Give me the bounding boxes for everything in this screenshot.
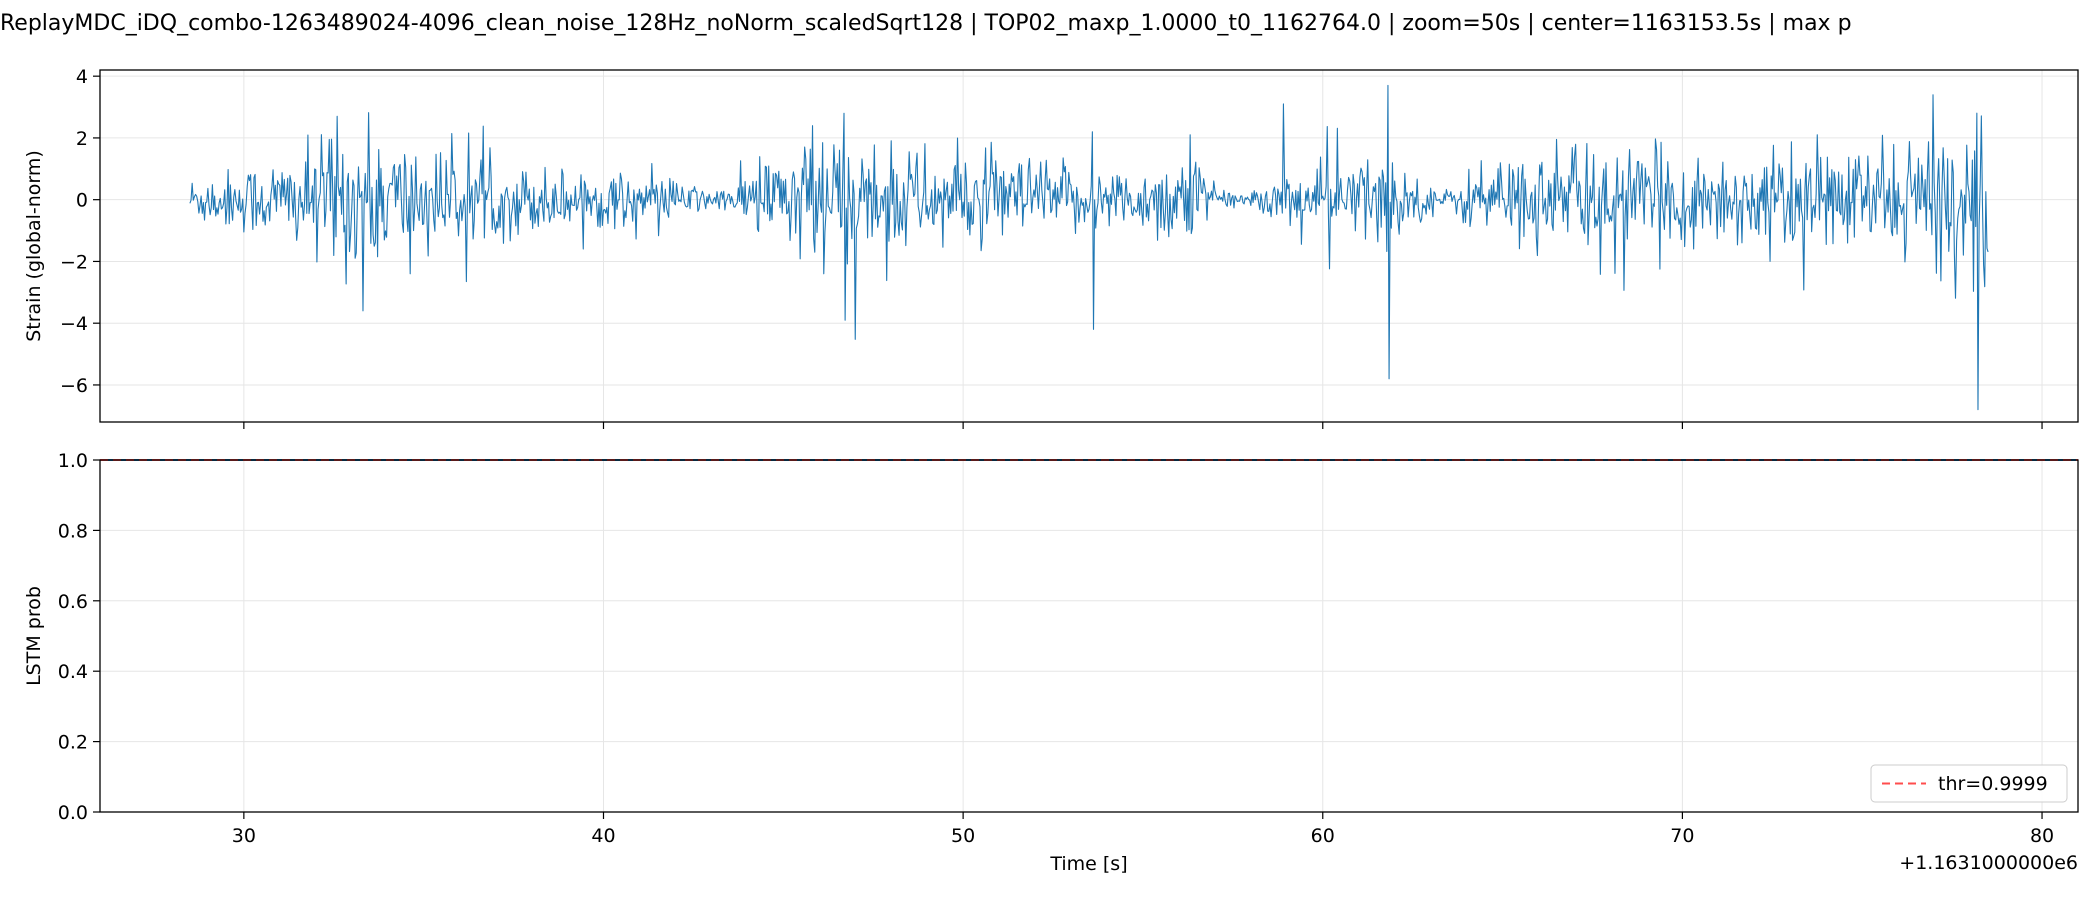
x-tick-label: 50: [951, 825, 975, 847]
strain-y-axis-label: Strain (global-norm): [23, 150, 45, 342]
probability-y-ticks: 0.0 0.2 0.4 0.6 0.8 1.0: [58, 450, 100, 824]
y-tick-label: 0.6: [58, 591, 88, 613]
y-tick-label: 1.0: [58, 450, 88, 472]
y-tick-label: 0.0: [58, 802, 88, 824]
y-tick-label: −4: [60, 313, 88, 335]
x-tick-label: 80: [2030, 825, 2054, 847]
probability-grid: [100, 459, 2078, 813]
strain-series: [189, 84, 1989, 411]
probability-y-axis-label: LSTM prob: [23, 586, 45, 686]
probability-axes-frame: [99, 459, 2079, 813]
probability-panel: 0.0 0.2 0.4 0.6 0.8 1.0 30 40 50 60 70 80 LSTM pro…: [23, 450, 2079, 875]
y-tick-label: 0: [76, 190, 88, 212]
x-tick-label: 30: [232, 825, 256, 847]
strain-grid: [100, 70, 2078, 422]
x-axis-offset-label: +1.1631000000e6: [1899, 852, 2078, 874]
figure-title: ReplayMDC_iDQ_combo-1263489024-4096_clea…: [0, 11, 1852, 36]
strain-axes-frame: [99, 69, 2079, 423]
legend: thr=0.9999: [1870, 764, 2068, 803]
probability-x-ticks: 30 40 50 60 70 80: [232, 812, 2054, 847]
y-tick-label: 0.2: [58, 732, 88, 754]
legend-frame: [1870, 764, 2068, 803]
strain-x-ticks: [243, 422, 2043, 429]
y-tick-label: 0.4: [58, 661, 88, 683]
x-tick-label: 60: [1311, 825, 1335, 847]
y-tick-label: −6: [60, 375, 88, 397]
y-tick-label: 4: [76, 66, 88, 88]
legend-threshold-label: thr=0.9999: [1938, 773, 2048, 795]
x-tick-label: 70: [1670, 825, 1694, 847]
strain-panel: −6 −4 −2 0 2 4 Strain (global-norm): [23, 66, 2079, 429]
strain-series-line: [189, 84, 1989, 411]
y-tick-label: −2: [60, 251, 88, 273]
x-axis-label: Time [s]: [1049, 853, 1127, 875]
y-tick-label: 0.8: [58, 520, 88, 542]
y-tick-label: 2: [76, 128, 88, 150]
strain-y-ticks: −6 −4 −2 0 2 4: [60, 66, 100, 397]
x-tick-label: 40: [591, 825, 615, 847]
